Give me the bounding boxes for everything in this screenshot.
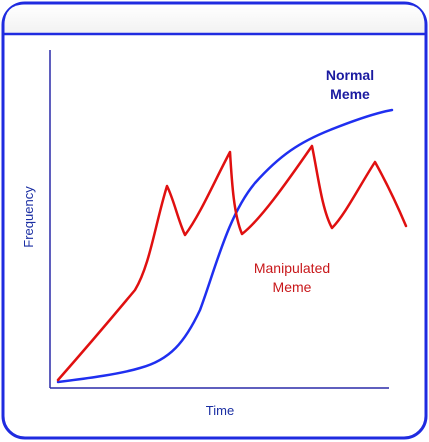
manipulated-meme-label: Manipulated Meme: [232, 259, 352, 297]
normal-meme-label-line1: Normal: [325, 67, 375, 83]
frame-header: [4, 4, 425, 33]
x-axis-label: Time: [205, 403, 235, 418]
normal-meme-curve: [56, 108, 394, 384]
normal-meme-label: Normal Meme: [300, 66, 400, 104]
y-axis-label: Frequency: [21, 186, 36, 248]
normal-meme-label-line2: Meme: [330, 86, 370, 102]
manipulated-meme-label-line1: Manipulated: [253, 260, 331, 276]
manipulated-meme-curve: [56, 144, 408, 382]
manipulated-meme-label-line2: Meme: [272, 279, 312, 295]
